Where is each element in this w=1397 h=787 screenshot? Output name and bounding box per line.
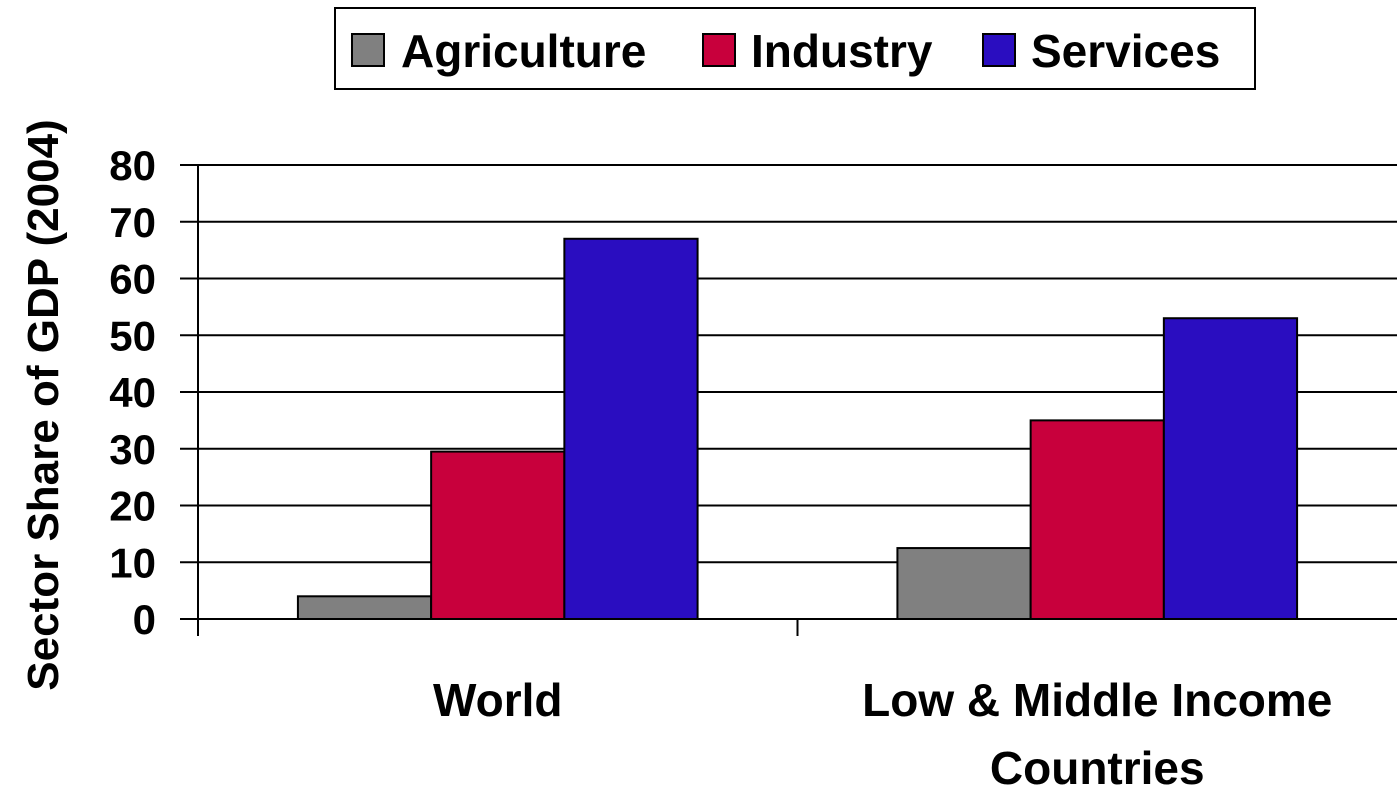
legend-label-agriculture: Agriculture <box>401 25 646 77</box>
y-tick-labels: 0 10 20 30 40 50 60 70 80 <box>109 142 156 643</box>
bar-services-1 <box>1162 317 1299 620</box>
x-category-label: World <box>433 674 562 726</box>
legend-swatch-industry <box>702 33 736 67</box>
legend-swatch-agriculture <box>351 33 385 67</box>
y-tick-label: 10 <box>109 539 156 586</box>
y-tick-label: 20 <box>109 483 156 530</box>
x-category-labels: World Low & Middle Income Countries <box>433 674 1332 787</box>
y-tick-label: 40 <box>109 369 156 416</box>
axes <box>180 165 1397 636</box>
legend: Agriculture Industry Services <box>334 7 1256 90</box>
legend-box <box>334 7 1256 90</box>
bars <box>296 237 1299 620</box>
bar-agriculture-0 <box>296 595 433 620</box>
bar-industry-0 <box>430 450 566 620</box>
y-tick-label: 60 <box>109 256 156 303</box>
y-tick-label: 70 <box>109 199 156 246</box>
legend-swatch-services <box>982 33 1016 67</box>
legend-label-industry: Industry <box>751 25 933 77</box>
bar-industry-1 <box>1029 419 1165 620</box>
y-tick-label: 80 <box>109 142 156 189</box>
legend-label-services: Services <box>1031 25 1220 77</box>
x-category-label: Low & Middle Income <box>862 674 1332 726</box>
x-category-label: Countries <box>990 742 1205 787</box>
bar-agriculture-1 <box>896 547 1032 620</box>
bar-services-0 <box>563 237 699 620</box>
y-tick-label: 30 <box>109 426 156 473</box>
y-tick-label: 0 <box>133 596 156 643</box>
y-axis-title: Sector Share of GDP (2004) <box>19 119 68 690</box>
y-tick-label: 50 <box>109 312 156 359</box>
